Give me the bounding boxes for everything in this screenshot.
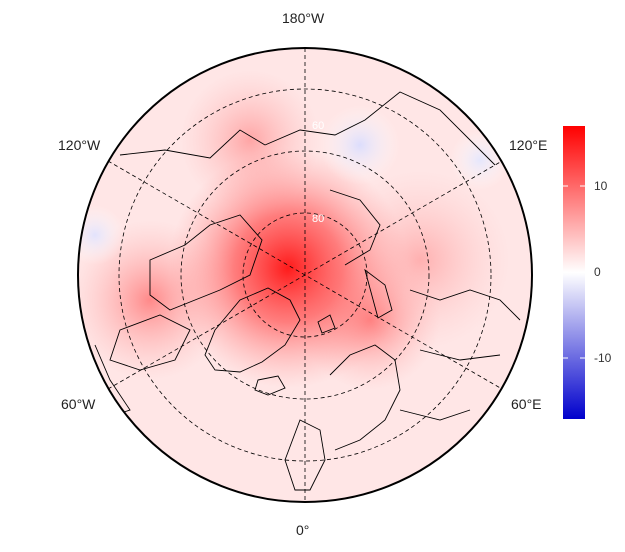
- colorbar-ticks: [563, 185, 585, 359]
- colorbar: [563, 126, 585, 419]
- lat-label-60: 60: [312, 120, 324, 132]
- colorbar-tick-neg10: -10: [594, 351, 612, 365]
- lon-label-60w: 60°W: [61, 396, 96, 412]
- colorbar-tick-0: 0: [594, 265, 601, 279]
- lat-label-80: 80: [312, 213, 324, 225]
- lon-label-120e: 120°E: [509, 137, 548, 153]
- lon-label-120w: 120°W: [58, 137, 101, 153]
- lon-label-0: 0°: [296, 522, 310, 538]
- graticule: [107, 48, 503, 502]
- colorbar-tick-10: 10: [594, 179, 608, 193]
- lon-label-60e: 60°E: [511, 396, 542, 412]
- map-border: [77, 47, 533, 503]
- coastlines: [94, 91, 521, 491]
- lon-label-180w: 180°W: [282, 10, 325, 26]
